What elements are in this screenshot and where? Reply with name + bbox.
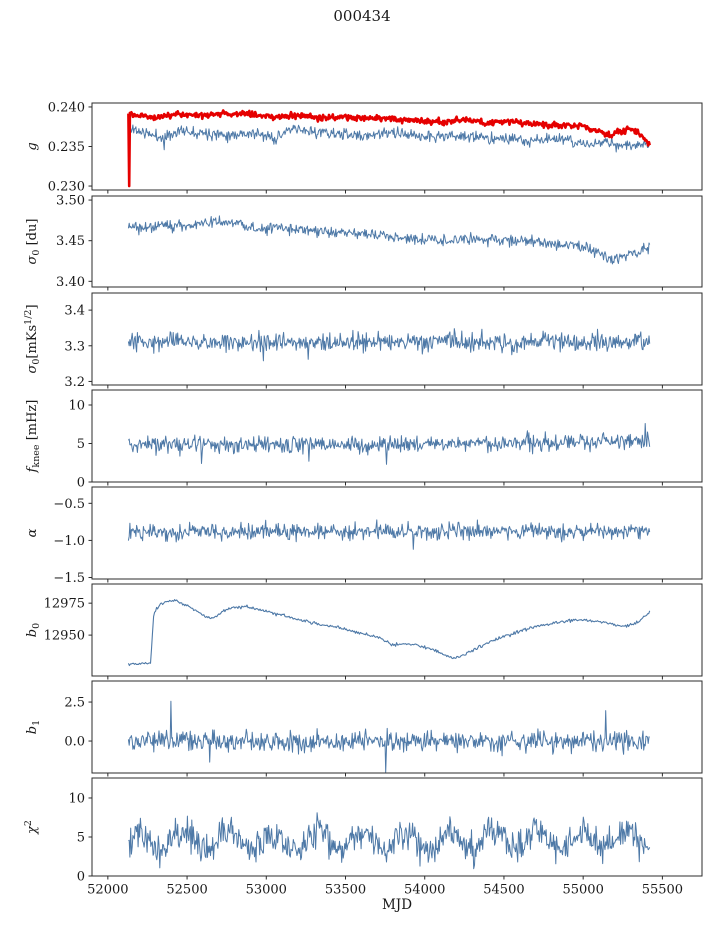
panel-chi2-frame bbox=[91, 777, 703, 877]
xtick-label: 54000 bbox=[404, 883, 445, 898]
ylabel-alpha: α bbox=[25, 528, 40, 537]
ytick-label: 10 bbox=[68, 399, 85, 414]
ytick-label: 3.4 bbox=[64, 304, 85, 319]
ytick-label: 10 bbox=[68, 791, 85, 806]
panel-alpha-frame bbox=[91, 486, 703, 580]
xtick-label: 53500 bbox=[325, 883, 366, 898]
ytick-label: 0 bbox=[77, 870, 85, 885]
xtick-label: 53000 bbox=[246, 883, 287, 898]
series-chi2 bbox=[128, 812, 651, 870]
xtick-label: 55500 bbox=[642, 883, 683, 898]
panel-g-series bbox=[127, 109, 651, 188]
ytick-label: 0.235 bbox=[48, 140, 85, 155]
panel-alpha: −0.5 −1.0 −1.5 α bbox=[25, 486, 703, 586]
panel-b0-series bbox=[127, 599, 651, 667]
xtick-label: 52000 bbox=[87, 883, 128, 898]
panel-b1: 2.5 0.0 b1 bbox=[25, 680, 703, 777]
panel-sigma0-du: 3.50 3.45 3.40 σ0 [du] bbox=[25, 194, 703, 291]
ylabel-b1: b1 bbox=[25, 720, 42, 734]
ylabel-fknee: fknee [mHz] bbox=[25, 400, 42, 474]
panel-b0-frame bbox=[91, 583, 703, 677]
series-sigma0-du bbox=[127, 215, 651, 265]
ytick-label: −1.0 bbox=[53, 534, 85, 549]
ytick-label: 0 bbox=[77, 476, 85, 491]
figure-title: 000434 bbox=[333, 7, 390, 25]
ytick-label: 0.230 bbox=[48, 180, 85, 195]
ytick-label: 12975 bbox=[44, 597, 85, 612]
panel-fknee: 10 5 0 fknee [mHz] bbox=[25, 389, 703, 491]
ytick-label: 3.2 bbox=[64, 375, 85, 390]
series-g-blue bbox=[127, 124, 650, 153]
series-alpha bbox=[127, 519, 651, 550]
ytick-label: 3.45 bbox=[56, 234, 85, 249]
ytick-label: 3.50 bbox=[56, 194, 85, 209]
ylabel-sigma0-mks: σ0[mKs1/2] bbox=[23, 304, 42, 373]
ytick-label: 0.0 bbox=[64, 735, 85, 750]
ytick-label: 5 bbox=[77, 830, 85, 845]
panel-sigma0-du-frame bbox=[91, 195, 703, 288]
panel-fknee-series bbox=[127, 423, 651, 465]
panel-fknee-frame bbox=[91, 389, 703, 483]
series-sigma0-mks bbox=[127, 328, 651, 362]
panel-sigma0-mks: 3.4 3.3 3.2 σ0[mKs1/2] bbox=[23, 292, 703, 390]
panel-b1-series bbox=[127, 700, 650, 773]
series-g-red bbox=[127, 109, 651, 188]
ytick-label: 2.5 bbox=[64, 696, 85, 711]
xlabel: MJD bbox=[382, 897, 412, 913]
ylabel-sigma0-du: σ0 [du] bbox=[25, 219, 42, 265]
series-b1 bbox=[127, 700, 650, 773]
ytick-label: 3.40 bbox=[56, 275, 85, 290]
ytick-label: −0.5 bbox=[53, 497, 85, 512]
ytick-label: 3.3 bbox=[64, 339, 85, 354]
series-fknee bbox=[127, 423, 651, 465]
ytick-label: 12950 bbox=[44, 629, 85, 644]
panel-alpha-series bbox=[127, 519, 651, 550]
panel-g: 0.240 0.235 0.230 g bbox=[25, 100, 703, 195]
xtick-label: 55000 bbox=[562, 883, 603, 898]
ytick-label: −1.5 bbox=[53, 571, 85, 586]
panel-sigma0-mks-series bbox=[127, 328, 651, 362]
ytick-label: 0.240 bbox=[48, 100, 85, 115]
ylabel-chi2: χ2 bbox=[23, 820, 40, 835]
panel-sigma0-mks-frame bbox=[91, 292, 703, 386]
ytick-label: 5 bbox=[77, 437, 85, 452]
ylabel-g: g bbox=[25, 142, 40, 150]
panel-sigma0-du-series bbox=[127, 215, 651, 265]
ylabel-b0: b0 bbox=[25, 623, 42, 637]
series-b0 bbox=[127, 599, 651, 667]
panel-chi2-series bbox=[128, 812, 651, 870]
xtick-label: 54500 bbox=[483, 883, 524, 898]
xtick-label: 52500 bbox=[166, 883, 207, 898]
panel-b1-frame bbox=[91, 680, 703, 774]
